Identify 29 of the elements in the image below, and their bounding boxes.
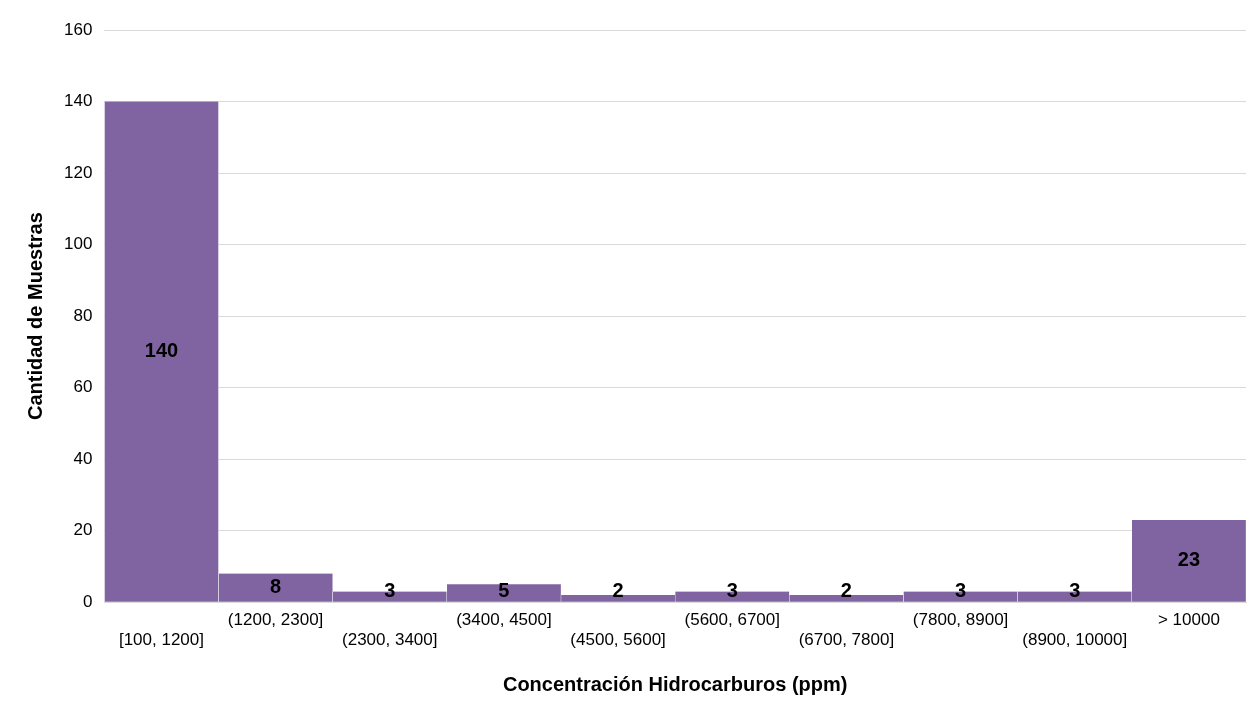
- y-tick-label: 20: [73, 520, 93, 540]
- x-tick-label: (7800, 8900]: [912, 610, 1009, 630]
- data-label: 5: [498, 579, 510, 602]
- x-tick-label: (4500, 5600]: [570, 630, 666, 650]
- y-tick-label: 120: [63, 162, 93, 182]
- data-label: 3: [955, 579, 967, 602]
- x-tick-label: (2300, 3400]: [342, 630, 438, 650]
- x-tick-label: (8900, 10000]: [1022, 630, 1128, 650]
- data-label: 3: [384, 579, 396, 602]
- x-axis-title: Concentración Hidrocarburos (ppm): [502, 672, 848, 695]
- x-tick-label: > 10000: [1157, 610, 1220, 630]
- data-label: 140: [144, 339, 179, 362]
- x-tick-label: (6700, 7800]: [798, 630, 895, 650]
- y-tick-label: 40: [73, 448, 93, 468]
- y-tick-label: 100: [63, 234, 93, 254]
- data-label: 3: [726, 579, 738, 602]
- y-tick-label: 80: [73, 305, 93, 325]
- x-tick-label: (3400, 4500]: [456, 610, 552, 630]
- data-label: 8: [270, 575, 282, 598]
- y-axis-title: Cantidad de Muestras: [23, 212, 46, 421]
- data-label: 3: [1069, 579, 1081, 602]
- y-tick-label: 140: [63, 91, 93, 111]
- x-tick-label: (5600, 6700]: [684, 610, 780, 630]
- y-tick-label: 60: [73, 377, 93, 397]
- data-label: 23: [1177, 548, 1201, 571]
- x-tick-label: (1200, 2300]: [227, 610, 324, 630]
- x-tick-label: [100, 1200]: [118, 630, 204, 650]
- y-tick-label: 160: [63, 19, 93, 39]
- y-tick-label: 0: [82, 591, 93, 611]
